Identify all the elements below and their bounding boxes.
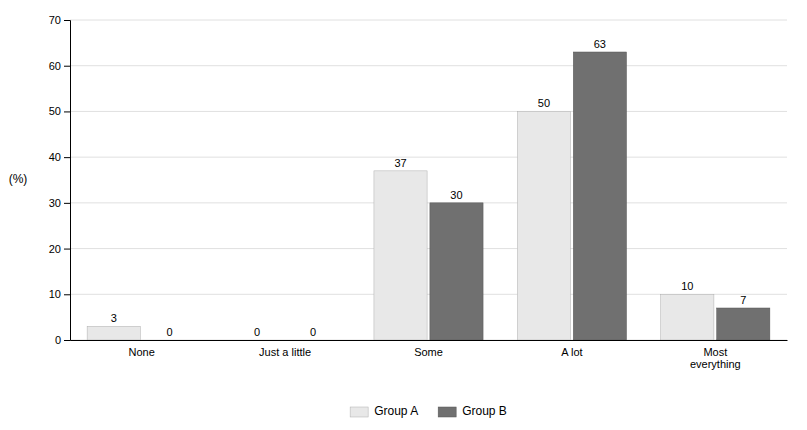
x-axis: None Just a little Some A lot Mosteverything xyxy=(71,341,788,371)
grid xyxy=(70,20,787,340)
data-label: 0 xyxy=(254,326,260,338)
grid-line xyxy=(70,202,787,203)
y-tick: 20 xyxy=(49,243,70,255)
legend: Group A Group B xyxy=(350,404,507,418)
y-tick-label: 40 xyxy=(49,151,61,163)
x-tick-label: Mosteverything xyxy=(690,346,741,371)
bar xyxy=(717,308,770,340)
y-tick-label: 30 xyxy=(49,197,61,209)
y-tick-mark xyxy=(64,294,70,295)
x-tick-label: Some xyxy=(414,346,443,358)
x-axis-line xyxy=(71,340,788,341)
x-tick-label: Just a little xyxy=(259,346,311,358)
x-tick: A lot xyxy=(561,346,582,358)
plot: 303750100030637010203040506070NoneJust a… xyxy=(49,14,788,370)
y-tick-mark xyxy=(64,249,70,250)
bar xyxy=(286,340,339,341)
y-axis-title: (%) xyxy=(9,172,28,186)
y-tick-label: 20 xyxy=(49,243,61,255)
bar xyxy=(231,340,284,341)
data-label: 3 xyxy=(111,312,117,324)
y-tick-mark xyxy=(64,111,70,112)
data-label: 50 xyxy=(538,97,550,109)
bar xyxy=(517,111,570,340)
y-tick-mark xyxy=(64,20,70,21)
y-tick-label: 0 xyxy=(55,334,61,346)
chart: 303750100030637010203040506070NoneJust a… xyxy=(0,0,807,430)
y-tick: 60 xyxy=(49,60,70,72)
bar xyxy=(374,171,427,340)
y-tick: 30 xyxy=(49,197,70,209)
grid-line xyxy=(70,65,787,66)
y-axis-line xyxy=(64,21,71,341)
data-label: 7 xyxy=(740,294,746,306)
y-tick: 0 xyxy=(55,334,70,346)
bar xyxy=(573,52,626,340)
data-label: 10 xyxy=(681,280,693,292)
y-tick: 70 xyxy=(49,14,70,26)
bar xyxy=(430,203,483,340)
y-tick-label: 50 xyxy=(49,105,61,117)
x-tick: Some xyxy=(414,346,443,358)
grid-line xyxy=(70,20,787,21)
legend-swatch xyxy=(438,407,456,417)
data-labels: 303750100030637 xyxy=(111,38,747,338)
y-tick: 10 xyxy=(49,288,70,300)
y-tick-mark xyxy=(64,157,70,158)
x-tick-label: None xyxy=(129,346,155,358)
grid-line xyxy=(70,111,787,112)
x-tick: None xyxy=(129,346,155,358)
y-axis: 0 10 20 30 40 50 60 70 xyxy=(49,14,71,346)
grid-line xyxy=(70,157,787,158)
y-tick: 40 xyxy=(49,151,70,163)
x-tick: Just a little xyxy=(259,346,311,358)
bar xyxy=(143,340,196,341)
legend-label: Group B xyxy=(462,404,507,418)
y-tick-mark xyxy=(64,340,70,341)
data-label: 37 xyxy=(394,157,406,169)
data-label: 63 xyxy=(594,38,606,50)
bar xyxy=(661,294,714,340)
y-tick-label: 60 xyxy=(49,60,61,72)
data-label: 0 xyxy=(310,326,316,338)
x-tick: Mosteverything xyxy=(690,346,741,371)
y-tick-mark xyxy=(64,66,70,67)
bars xyxy=(87,52,770,340)
legend-item: Group A xyxy=(350,404,418,418)
data-label: 30 xyxy=(450,189,462,201)
legend-item: Group B xyxy=(438,404,507,418)
data-label: 0 xyxy=(167,326,173,338)
y-tick: 50 xyxy=(49,105,70,117)
y-tick-label: 10 xyxy=(49,288,61,300)
x-tick-label: A lot xyxy=(561,346,582,358)
legend-label: Group A xyxy=(374,404,418,418)
bar xyxy=(87,326,140,340)
y-tick-label: 70 xyxy=(49,14,61,26)
grid-line xyxy=(70,248,787,249)
y-tick-mark xyxy=(64,203,70,204)
legend-swatch xyxy=(350,407,368,417)
